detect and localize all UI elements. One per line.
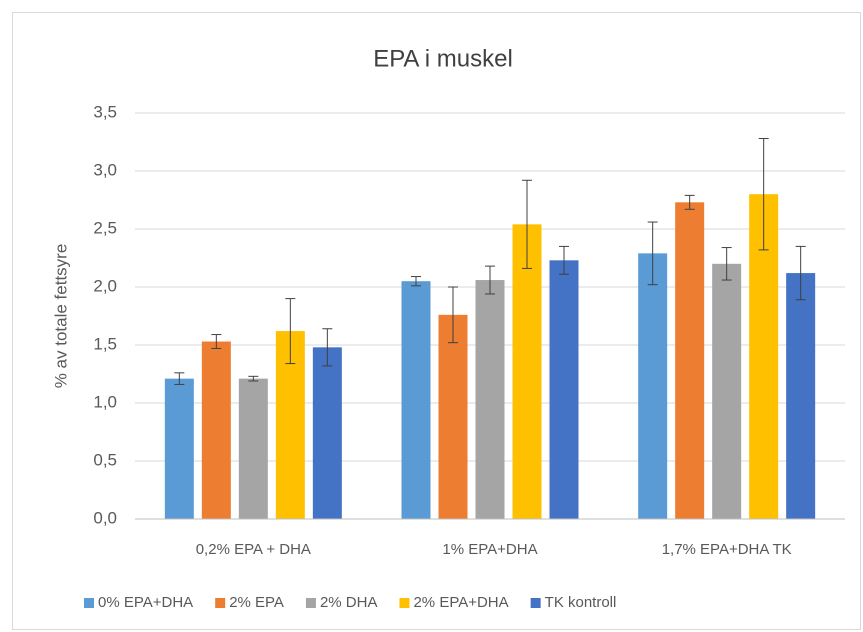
bar xyxy=(201,341,231,519)
x-tick-label: 0,2% EPA + DHA xyxy=(196,541,311,558)
bar xyxy=(238,378,268,519)
bar xyxy=(675,202,705,519)
bar xyxy=(475,280,505,519)
bar xyxy=(164,378,194,519)
y-tick-label: 0,5 xyxy=(93,450,117,469)
legend-label: TK kontroll xyxy=(545,594,617,611)
bar xyxy=(438,314,468,519)
y-tick-label: 3,5 xyxy=(93,102,117,121)
y-tick-label: 0,0 xyxy=(93,508,117,527)
x-tick-label: 1% EPA+DHA xyxy=(442,541,537,558)
x-tick-label: 1,7% EPA+DHA TK xyxy=(662,541,792,558)
bar xyxy=(312,347,342,519)
y-axis-label: % av totale fettsyre xyxy=(51,244,70,389)
bar xyxy=(549,260,579,519)
legend-swatch xyxy=(530,598,541,608)
y-tick-label: 1,0 xyxy=(93,392,117,411)
legend-label: 2% DHA xyxy=(320,594,378,611)
y-tick-label: 2,5 xyxy=(93,218,117,237)
bar xyxy=(401,281,431,519)
y-tick-label: 3,0 xyxy=(93,160,117,179)
legend-label: 0% EPA+DHA xyxy=(98,594,193,611)
bar xyxy=(786,273,816,519)
y-tick-label: 2,0 xyxy=(93,276,117,295)
legend-label: 2% EPA+DHA xyxy=(413,594,508,611)
y-tick-label: 1,5 xyxy=(93,334,117,353)
legend-swatch xyxy=(84,598,94,608)
bar xyxy=(638,253,668,520)
legend-swatch xyxy=(215,598,226,608)
bar xyxy=(512,224,542,520)
legend-swatch xyxy=(305,598,316,608)
chart-title: EPA i muskel xyxy=(373,45,513,72)
bar xyxy=(712,263,742,519)
legend-swatch xyxy=(399,598,410,608)
legend-label: 2% EPA xyxy=(229,594,284,611)
